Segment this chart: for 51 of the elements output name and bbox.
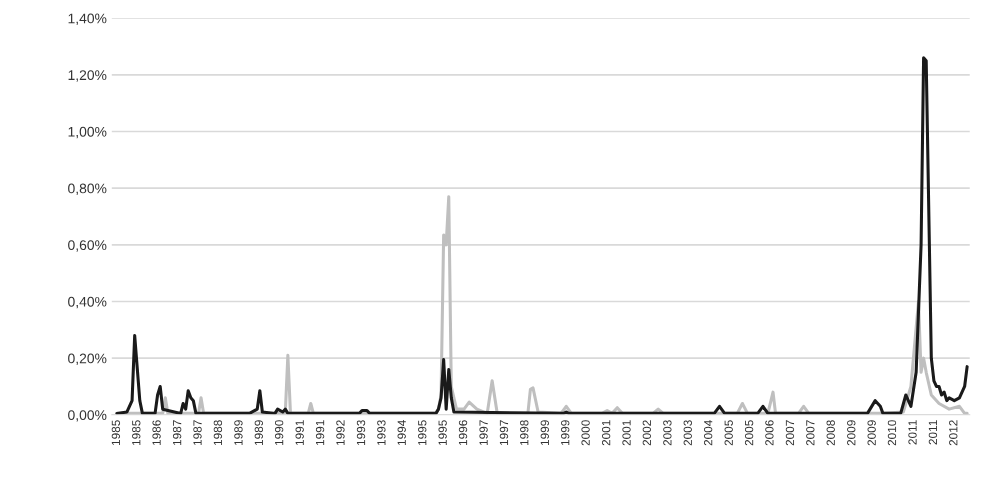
x-tick-label: 1985	[132, 420, 141, 446]
x-tick-label: 1997	[499, 420, 509, 446]
x-tick-label: 2009	[867, 420, 876, 446]
x-tick-label: 1985	[111, 420, 121, 446]
x-tick-label: 1999	[561, 420, 570, 446]
x-tick-label: 2003	[683, 420, 692, 446]
x-tick-label: 2003	[663, 420, 672, 446]
x-tick-label: 1995	[438, 420, 447, 446]
x-tick-label: 2006	[765, 420, 774, 446]
x-tick-label: 2010	[887, 420, 897, 446]
x-tick-label: 2001	[622, 420, 631, 446]
x-tick-label: 2001	[601, 420, 611, 446]
x-tick-label: 1989	[254, 420, 264, 446]
x-tick-label: 1990	[274, 420, 284, 446]
x-tick-label: 1987	[193, 420, 202, 446]
x-tick-label: 1993	[356, 420, 366, 446]
x-tick-label: 2008	[826, 420, 835, 446]
x-tick-label: 2011	[928, 420, 938, 445]
x-tick-label: 1998	[520, 420, 529, 446]
y-tick-label: 0,20%	[68, 353, 107, 365]
line-series	[115, 56, 969, 415]
x-tick-label: 2004	[703, 420, 713, 446]
x-tick-label: 2007	[806, 420, 815, 446]
x-tick-label: 1988	[213, 420, 223, 446]
x-tick-label: 2007	[785, 420, 795, 446]
x-tick-label: 2012	[949, 420, 958, 446]
x-tick-label: 1999	[540, 420, 549, 446]
x-tick-label: 1995	[418, 420, 427, 446]
y-tick-label: 1,20%	[68, 70, 107, 82]
x-tick-label: 2005	[724, 420, 733, 446]
y-tick-label: 1,40%	[68, 13, 107, 26]
x-tick-label: 1986	[152, 420, 161, 446]
y-tick-label: 0,60%	[68, 240, 107, 252]
x-tick-label: 1992	[336, 420, 345, 446]
x-tick-label: 1991	[315, 420, 325, 446]
y-tick-label: 0,00%	[68, 410, 107, 422]
y-tick-label: 0,80%	[68, 183, 107, 195]
x-tick-label: 1996	[458, 420, 468, 446]
y-tick-label: 0,40%	[68, 296, 107, 309]
x-tick-label: 1997	[479, 420, 488, 446]
x-tick-label: 1994	[397, 420, 406, 446]
x-tick-label: 1991	[295, 420, 304, 446]
x-tick-label: 1989	[234, 420, 243, 446]
x-tick-label: 1993	[377, 420, 386, 446]
x-tick-label: 2009	[847, 420, 856, 446]
x-tick-label: 2002	[642, 420, 652, 446]
x-tick-label: 2011	[908, 420, 917, 445]
x-tick-label: 1987	[172, 420, 182, 446]
y-tick-label: 1,00%	[68, 126, 107, 139]
x-tick-label: 2000	[581, 420, 590, 446]
x-tick-label: 2005	[744, 420, 754, 446]
